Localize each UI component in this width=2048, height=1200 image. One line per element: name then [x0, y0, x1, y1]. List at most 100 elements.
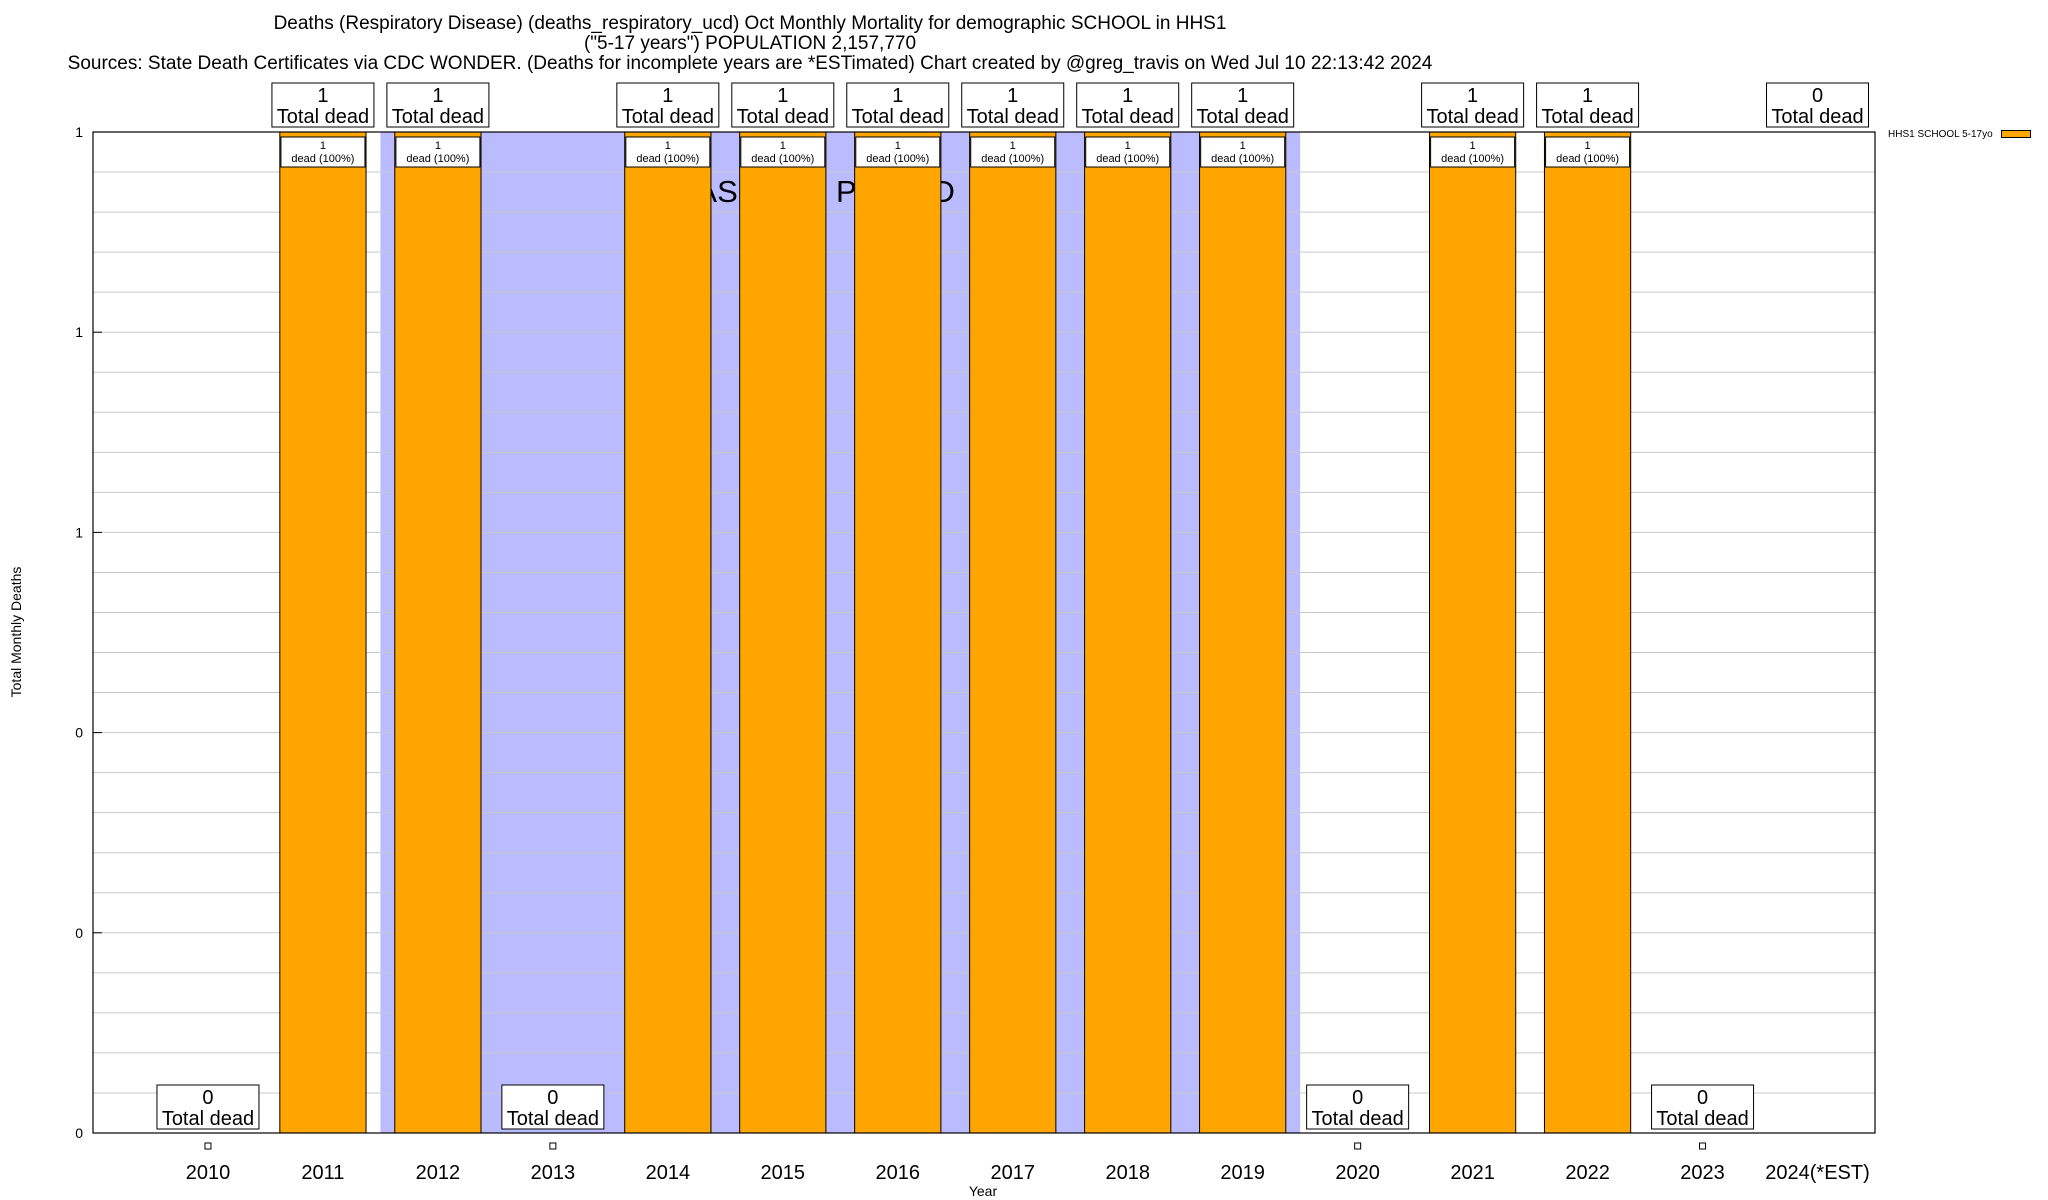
inner-label-value: 1 [665, 140, 671, 152]
total-dead-box [1421, 82, 1525, 128]
total-dead-value: 1 [1467, 85, 1478, 107]
y-tick-label: 0 [75, 1125, 83, 1141]
x-tick-label: 2016 [876, 1162, 921, 1184]
total-dead-box [1536, 82, 1640, 128]
total-dead-value: 1 [317, 85, 328, 107]
total-dead-value: 0 [1812, 85, 1823, 107]
total-dead-label: Total dead [1426, 106, 1518, 128]
inner-label-box [740, 136, 826, 168]
y-tick-label: 0 [75, 725, 83, 741]
inner-label-text: dead (100%) [291, 153, 354, 165]
inner-label-box [1545, 136, 1631, 168]
inner-label-box [280, 136, 366, 168]
bar [854, 131, 942, 1134]
legend: HHS1 SCHOOL 5-17yo [1888, 129, 2032, 140]
total-dead-value: 0 [1352, 1087, 1363, 1109]
total-dead-box [501, 1084, 605, 1130]
inner-label-value: 1 [435, 140, 441, 152]
y-tick-label: 0 [75, 925, 83, 941]
bar [1199, 131, 1287, 1134]
inner-label-text: dead (100%) [866, 153, 929, 165]
zero-marker [1354, 1142, 1362, 1150]
total-dead-value: 0 [202, 1087, 213, 1109]
total-dead-label: Total dead [1541, 106, 1633, 128]
total-dead-value: 0 [1697, 1087, 1708, 1109]
zero-marker [549, 1142, 557, 1150]
inner-label-value: 1 [1125, 140, 1131, 152]
chart-title: Deaths (Respiratory Disease) (deaths_res… [273, 13, 1227, 34]
total-dead-box [156, 1084, 260, 1130]
total-dead-label: Total dead [1771, 106, 1863, 128]
inner-label-text: dead (100%) [1211, 153, 1274, 165]
total-dead-label: Total dead [967, 106, 1059, 128]
x-tick-label: 2012 [416, 1162, 461, 1184]
total-dead-label: Total dead [277, 106, 369, 128]
chart-sources: Sources: State Death Certificates via CD… [67, 53, 1433, 74]
inner-label-value: 1 [780, 140, 786, 152]
zero-marker [204, 1142, 212, 1150]
total-dead-box [616, 82, 720, 128]
inner-label-text: dead (100%) [751, 153, 814, 165]
total-dead-box [386, 82, 490, 128]
inner-label-box [970, 136, 1056, 168]
total-dead-box [731, 82, 835, 128]
x-tick-label: 2019 [1220, 1162, 1265, 1184]
inner-label-value: 1 [1470, 140, 1476, 152]
total-dead-box [1766, 82, 1870, 128]
total-dead-label: Total dead [1656, 1108, 1748, 1130]
bar [969, 131, 1057, 1134]
total-dead-label: Total dead [392, 106, 484, 128]
x-tick-label: 2015 [761, 1162, 806, 1184]
total-dead-box [1076, 82, 1180, 128]
total-dead-value: 1 [432, 85, 443, 107]
legend-swatch [2001, 130, 2032, 139]
inner-label-value: 1 [1585, 140, 1591, 152]
inner-label-text: dead (100%) [981, 153, 1044, 165]
x-tick-label: 2020 [1335, 1162, 1380, 1184]
total-dead-label: Total dead [1082, 106, 1174, 128]
total-dead-label: Total dead [162, 1108, 254, 1130]
chart-subtitle: ("5-17 years") POPULATION 2,157,770 [583, 33, 917, 54]
inner-label-value: 1 [1240, 140, 1246, 152]
total-dead-value: 1 [777, 85, 788, 107]
total-dead-value: 0 [547, 1087, 558, 1109]
zero-marker [1699, 1142, 1707, 1150]
y-tick-label: 1 [75, 124, 83, 140]
total-dead-box [961, 82, 1065, 128]
inner-label-box [1430, 136, 1516, 168]
total-dead-label: Total dead [737, 106, 829, 128]
bar [394, 131, 482, 1134]
y-tick-label: 1 [75, 324, 83, 340]
total-dead-box [1306, 1084, 1410, 1130]
total-dead-box [271, 82, 375, 128]
total-dead-value: 1 [1007, 85, 1018, 107]
inner-label-box [395, 136, 481, 168]
total-dead-label: Total dead [1197, 106, 1289, 128]
inner-label-box [1200, 136, 1286, 168]
inner-label-text: dead (100%) [1556, 153, 1619, 165]
bar [1429, 131, 1517, 1134]
total-dead-box [846, 82, 950, 128]
inner-label-text: dead (100%) [636, 153, 699, 165]
plot-frame [92, 131, 1876, 1134]
total-dead-box [1191, 82, 1295, 128]
inner-label-value: 1 [895, 140, 901, 152]
x-tick-label: 2011 [301, 1162, 344, 1184]
x-tick-label: 2023 [1680, 1162, 1725, 1184]
bar [279, 131, 367, 1134]
inner-label-box [1085, 136, 1171, 168]
total-dead-value: 1 [662, 85, 673, 107]
x-tick-label: 2021 [1450, 1162, 1495, 1184]
bar [1543, 131, 1632, 1134]
total-dead-value: 1 [1122, 85, 1133, 107]
x-tick-label: 2018 [1105, 1162, 1150, 1184]
total-dead-value: 1 [892, 85, 903, 107]
x-tick-label: 2017 [990, 1162, 1035, 1184]
total-dead-label: Total dead [852, 106, 944, 128]
inner-label-value: 1 [320, 140, 326, 152]
x-tick-label: 2010 [186, 1162, 231, 1184]
bar [739, 131, 827, 1134]
inner-label-text: dead (100%) [1096, 153, 1159, 165]
total-dead-value: 1 [1582, 85, 1593, 107]
